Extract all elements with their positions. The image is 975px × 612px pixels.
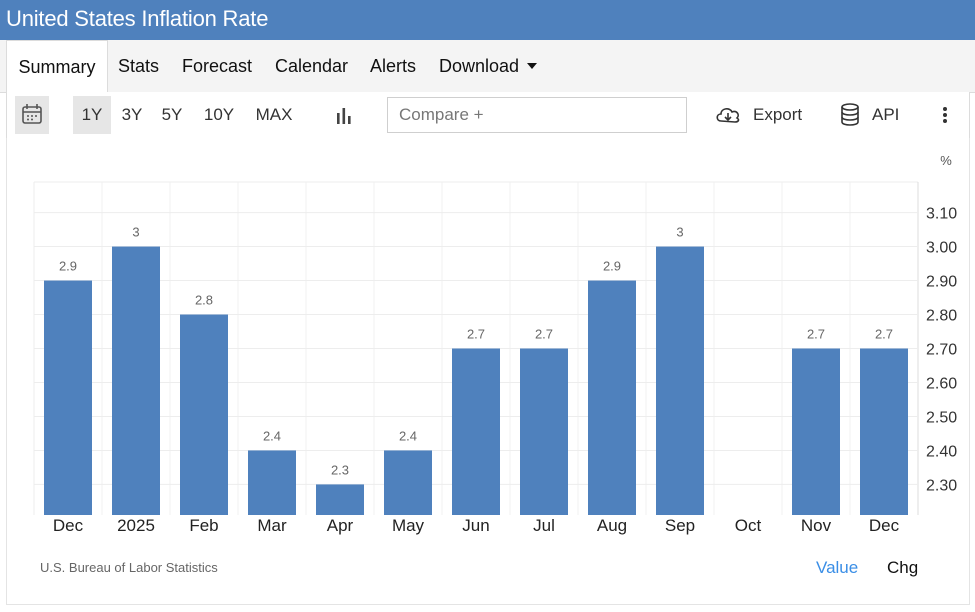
cloud-download-icon <box>716 108 740 123</box>
database-icon <box>841 103 859 126</box>
tab-forecast-label: Forecast <box>182 56 253 76</box>
chart-type-button[interactable] <box>329 96 359 134</box>
tab-stats[interactable]: Stats <box>118 40 159 92</box>
api-label: API <box>872 105 900 124</box>
range-1y-button[interactable]: 1Y <box>73 96 111 134</box>
chart-toolbar: 1Y 3Y 5Y 10Y MAX Export API <box>6 92 970 139</box>
source-label: U.S. Bureau of Labor Statistics <box>40 560 218 575</box>
api-button[interactable]: API <box>837 96 907 134</box>
tab-download[interactable]: Download <box>439 40 538 92</box>
calendar-icon <box>22 104 42 124</box>
export-label: Export <box>753 105 803 124</box>
page-title: United States Inflation Rate <box>6 6 269 31</box>
tab-stats-label: Stats <box>118 56 160 76</box>
title-bar: United States Inflation Rate <box>0 0 975 40</box>
compare-input[interactable] <box>387 97 687 133</box>
chart-panel <box>6 138 970 605</box>
tab-summary-label: Summary <box>18 57 96 77</box>
bar-chart-icon <box>337 108 351 124</box>
chg-toggle[interactable]: Chg <box>887 558 919 577</box>
range-10y-button[interactable]: 10Y <box>203 105 235 124</box>
tab-bar: Summary Stats Forecast Calendar Alerts D… <box>0 40 975 94</box>
tab-summary[interactable]: Summary <box>6 40 108 94</box>
range-3y-button[interactable]: 3Y <box>121 105 143 124</box>
tab-alerts-label: Alerts <box>370 56 417 76</box>
tab-alerts[interactable]: Alerts <box>370 40 416 92</box>
tab-download-label: Download <box>439 56 520 76</box>
more-button[interactable] <box>933 96 957 134</box>
calendar-button[interactable] <box>15 96 49 134</box>
tab-calendar-label: Calendar <box>275 56 349 76</box>
export-button[interactable]: Export <box>713 96 809 134</box>
more-vertical-icon <box>943 107 947 123</box>
range-5y-button[interactable]: 5Y <box>161 105 183 124</box>
value-toggle[interactable]: Value <box>816 558 859 577</box>
tab-calendar[interactable]: Calendar <box>275 40 348 92</box>
tab-forecast[interactable]: Forecast <box>182 40 252 92</box>
chevron-down-icon <box>527 63 538 69</box>
range-max-button[interactable]: MAX <box>255 105 293 124</box>
